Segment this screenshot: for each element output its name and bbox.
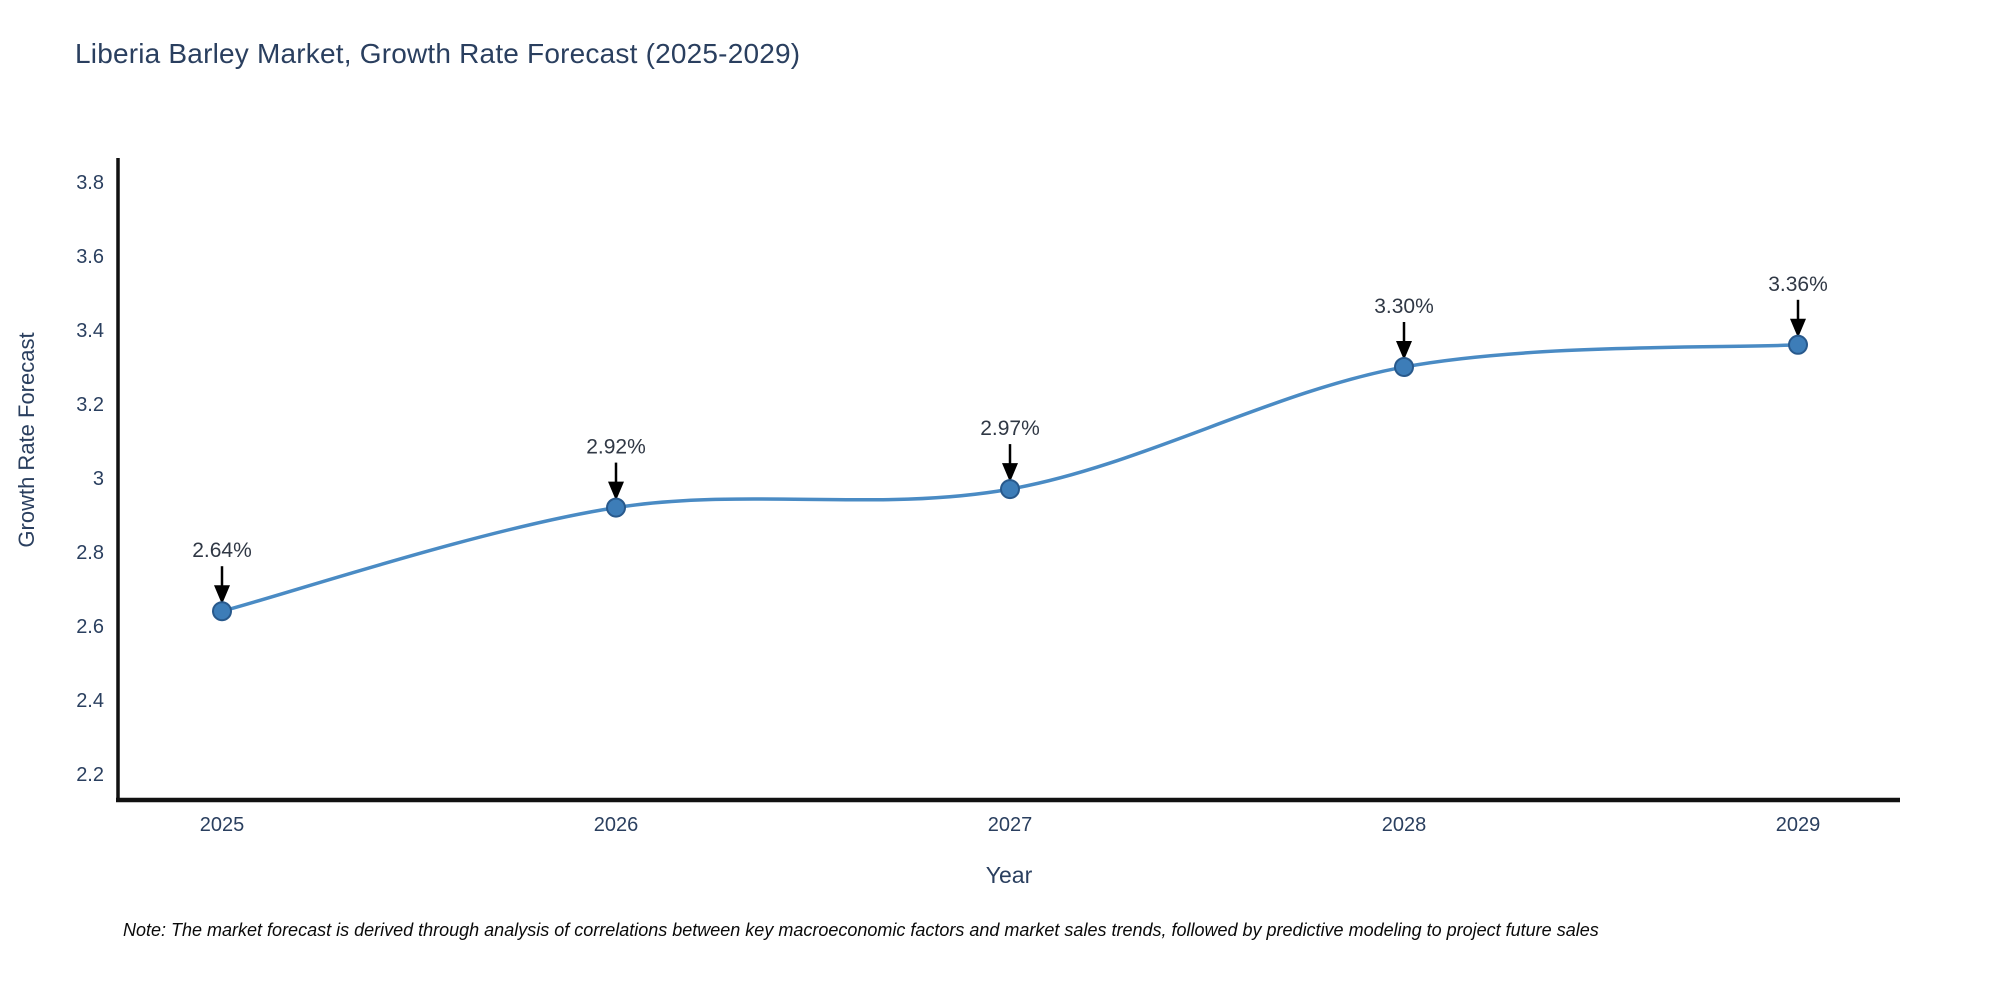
chart-title: Liberia Barley Market, Growth Rate Forec… xyxy=(75,38,801,69)
annotation-arrow-head xyxy=(608,481,624,501)
y-tick-label: 3.4 xyxy=(76,320,104,342)
annotation-arrow-head xyxy=(1790,318,1806,338)
y-tick-label: 3 xyxy=(93,468,104,490)
y-tick-label: 2.6 xyxy=(76,616,104,638)
annotation-arrow-head xyxy=(214,585,230,605)
x-tick-label: 2029 xyxy=(1776,814,1821,836)
data-point-marker[interactable] xyxy=(212,601,232,622)
data-point-label: 2.97% xyxy=(980,417,1040,440)
data-point-label: 2.92% xyxy=(586,436,646,459)
annotation-arrow-head xyxy=(1396,341,1412,360)
y-tick-label: 3.8 xyxy=(76,172,104,194)
data-point-marker[interactable] xyxy=(1788,334,1808,355)
y-tick-label: 3.2 xyxy=(76,394,104,416)
x-tick-label: 2028 xyxy=(1382,814,1427,836)
y-tick-label: 2.8 xyxy=(76,542,104,564)
annotation-arrow-head xyxy=(1002,463,1018,483)
y-axis-title: Growth Rate Forecast xyxy=(14,332,39,548)
x-tick-label: 2025 xyxy=(200,814,245,836)
data-point-marker[interactable] xyxy=(1000,479,1020,500)
data-point-marker[interactable] xyxy=(1394,357,1414,377)
y-tick-label: 3.6 xyxy=(76,246,104,268)
y-tick-label: 2.2 xyxy=(76,764,104,786)
data-point-marker[interactable] xyxy=(606,497,626,518)
data-point-label: 2.64% xyxy=(192,539,252,562)
data-point-label: 3.36% xyxy=(1768,273,1828,296)
x-tick-label: 2027 xyxy=(988,814,1033,836)
footnote-text: Note: The market forecast is derived thr… xyxy=(123,920,1599,940)
data-point-label: 3.30% xyxy=(1374,295,1434,318)
x-tick-label: 2026 xyxy=(594,814,639,836)
plot-area: 3.8 3.6 3.4 3.2 3 2.8 2.6 2.4 2.2 2025 2026 2027 202… xyxy=(76,158,1900,836)
y-tick-label: 2.4 xyxy=(76,690,104,712)
x-axis-title: Year xyxy=(985,862,1033,888)
